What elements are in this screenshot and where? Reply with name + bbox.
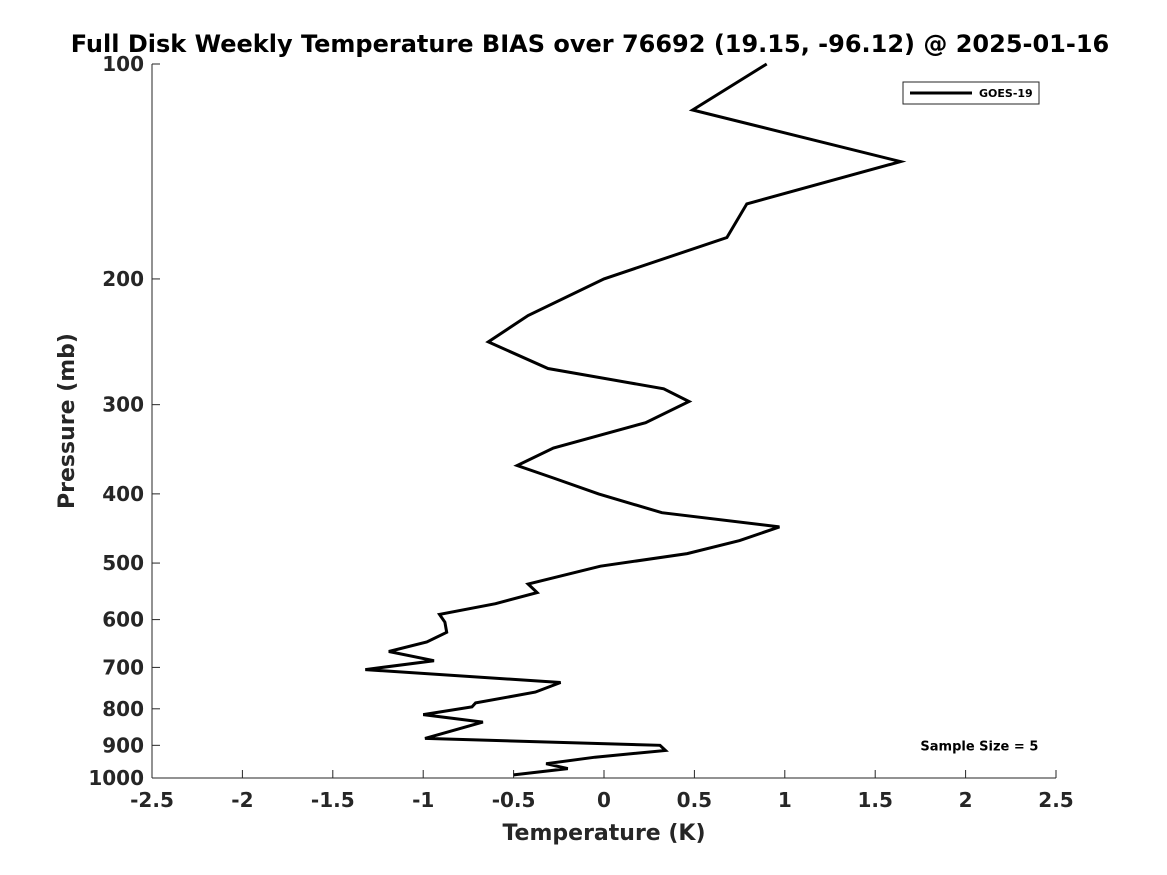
x-axis-label: Temperature (K) — [502, 821, 705, 846]
y-axis: 100 200 300 400 500 600 700 800 900 1000 — [88, 52, 160, 790]
y-tick-label: 800 — [102, 697, 144, 721]
x-tick-label: -2.5 — [130, 788, 174, 812]
x-tick-label: 1.5 — [857, 788, 892, 812]
chart-title: Full Disk Weekly Temperature BIAS over 7… — [71, 30, 1110, 58]
y-axis-label: Pressure (mb) — [55, 333, 80, 509]
x-tick-label: 0.5 — [677, 788, 712, 812]
y-tick-label: 500 — [102, 551, 144, 575]
y-tick-label: 1000 — [88, 766, 144, 790]
x-tick-label: -0.5 — [492, 788, 536, 812]
y-tick-label: 300 — [102, 393, 144, 417]
x-tick-label: 2.5 — [1038, 788, 1073, 812]
legend-label: GOES-19 — [979, 87, 1033, 100]
y-tick-label: 900 — [102, 733, 144, 757]
series-line-goes-19 — [365, 62, 907, 777]
y-tick-label: 200 — [102, 267, 144, 291]
y-tick-label: 100 — [102, 52, 144, 76]
y-tick-label: 600 — [102, 608, 144, 632]
plot-area — [152, 64, 1056, 778]
legend: GOES-19 — [902, 81, 1040, 105]
y-tick-label: 700 — [102, 655, 144, 679]
x-axis: -2.5 -2 -1.5 -1 -0.5 0 0.5 1 1.5 2 2.5 — [130, 770, 1074, 812]
x-tick-label: 0 — [597, 788, 611, 812]
sample-size-annotation: Sample Size = 5 — [920, 739, 1038, 754]
x-tick-label: 2 — [959, 788, 973, 812]
x-tick-label: -1.5 — [311, 788, 355, 812]
y-tick-label: 400 — [102, 482, 144, 506]
x-tick-label: -1 — [412, 788, 434, 812]
x-tick-label: 1 — [778, 788, 792, 812]
x-tick-label: -2 — [231, 788, 253, 812]
